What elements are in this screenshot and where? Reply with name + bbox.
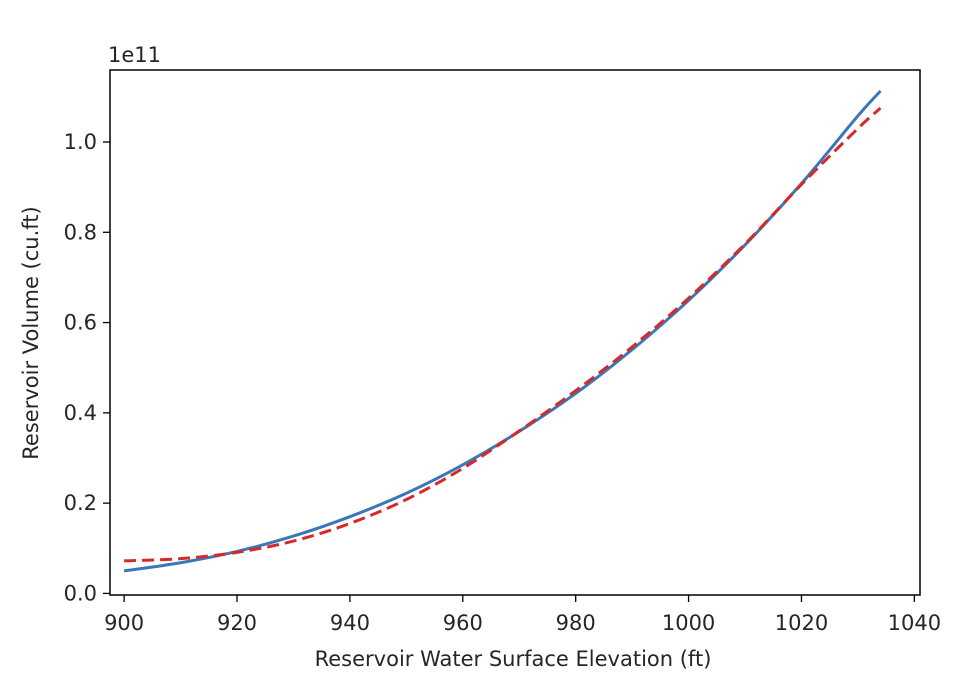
axes-frame bbox=[109, 69, 921, 596]
x-tick-label: 1020 bbox=[775, 611, 828, 635]
x-tick-label: 960 bbox=[443, 611, 483, 635]
y-tick-label: 0.8 bbox=[64, 220, 97, 244]
x-tick-label: 900 bbox=[104, 611, 144, 635]
fitted-curve-line bbox=[124, 107, 882, 563]
y-tick-label: 0.6 bbox=[64, 311, 97, 335]
y-tick-label: 1.0 bbox=[64, 130, 97, 154]
x-axis: 900 920 940 960 980 1000 1020 1040 bbox=[104, 595, 941, 635]
volume-curve-line bbox=[123, 89, 882, 573]
x-tick-label: 1000 bbox=[662, 611, 715, 635]
plot-area bbox=[109, 69, 921, 596]
x-tick-label: 980 bbox=[556, 611, 596, 635]
y-tick-label: 0.0 bbox=[64, 581, 97, 605]
series-group bbox=[123, 89, 882, 573]
x-tick-label: 940 bbox=[330, 611, 370, 635]
x-tick-label: 920 bbox=[217, 611, 257, 635]
y-axis-offset-text: 1e11 bbox=[108, 43, 161, 67]
y-tick-label: 0.4 bbox=[64, 401, 97, 425]
x-axis-label: Reservoir Water Surface Elevation (ft) bbox=[315, 647, 712, 671]
y-tick-label: 0.2 bbox=[64, 491, 97, 515]
y-axis: 0.0 0.2 0.4 0.6 0.8 1.0 bbox=[64, 130, 110, 605]
x-tick-label: 1040 bbox=[888, 611, 941, 635]
y-axis-label: Reservoir Volume (cu.ft) bbox=[19, 206, 43, 459]
